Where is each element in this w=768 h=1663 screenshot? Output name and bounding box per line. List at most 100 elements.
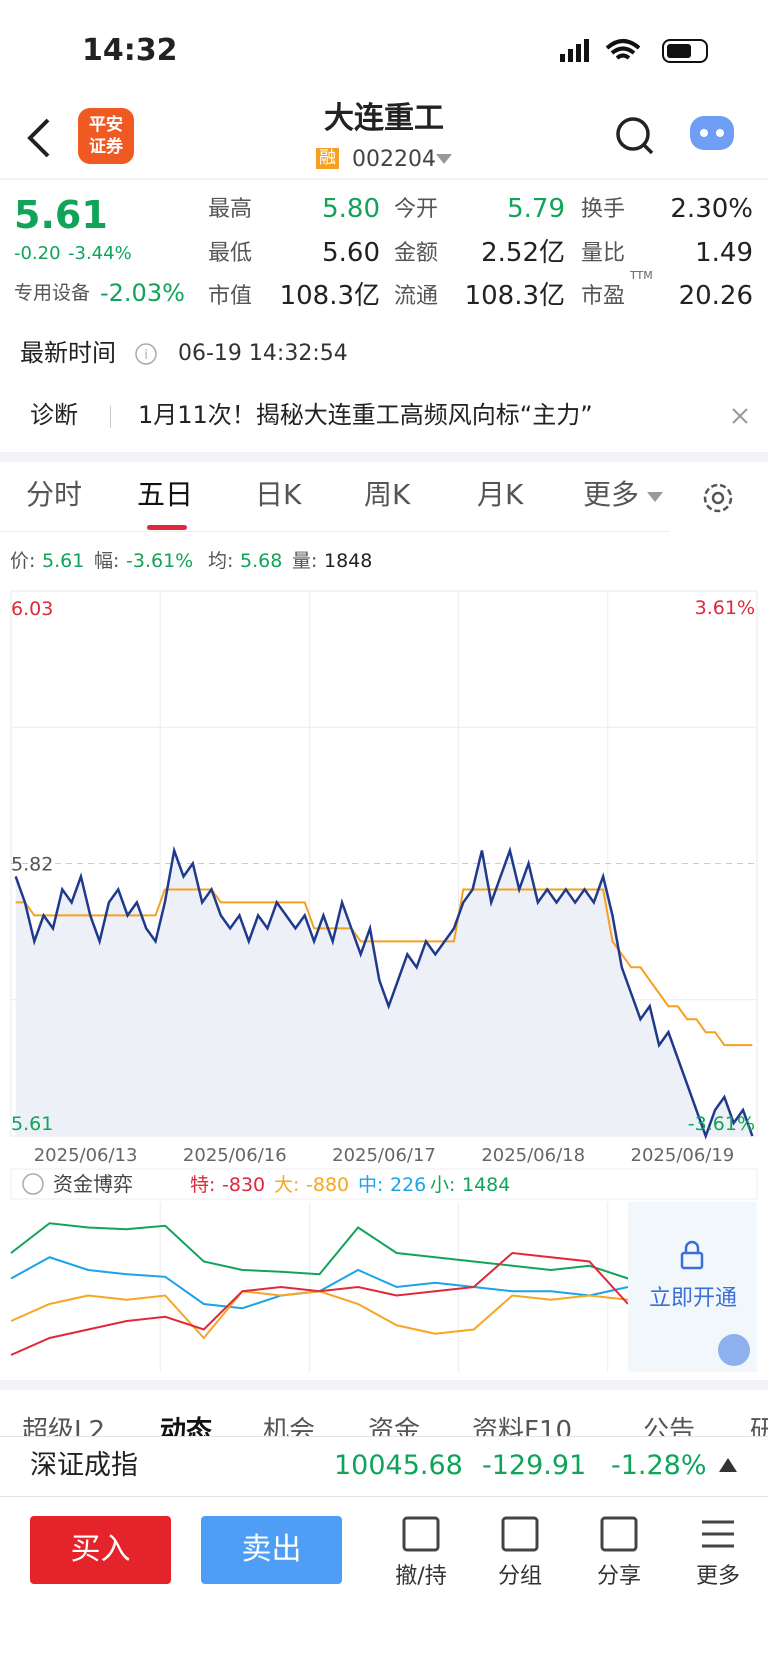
info-label: 幅: <box>94 550 120 572</box>
x-tick-label: 2025/06/16 <box>183 1145 287 1166</box>
expand[interactable] <box>719 1458 737 1472</box>
fullscreen <box>718 1334 750 1366</box>
sector-pct: -2.03% <box>100 279 185 307</box>
action-label[interactable]: 分享 <box>596 1564 641 1589</box>
stat-label: 换手 <box>581 197 626 222</box>
latest-label: 最新时间 <box>20 339 116 367</box>
action-icon[interactable] <box>401 1514 441 1554</box>
section-tab[interactable]: 资金 <box>368 1416 421 1436</box>
lock-text: 立即开通 <box>649 1286 737 1311</box>
action-label[interactable]: 撤/持 <box>395 1564 447 1589</box>
fund-item-label: 小: <box>430 1174 455 1196</box>
fund-line <box>10 1251 629 1356</box>
stat-value: 1.49 <box>695 238 753 268</box>
svg-text:i: i <box>144 348 148 363</box>
line-0 <box>14 845 754 1140</box>
tab[interactable]: 五日 <box>137 478 194 511</box>
tab-underline <box>147 525 187 530</box>
y-tick-label: 5.61 <box>11 1113 53 1135</box>
sell-button[interactable]: 卖出 <box>201 1516 342 1584</box>
action-label[interactable]: 分组 <box>497 1564 542 1589</box>
section-tab[interactable]: 研 <box>750 1416 768 1436</box>
section-tab[interactable]: 公告 <box>643 1416 696 1436</box>
stat-label: 最低 <box>208 241 253 266</box>
fund-line <box>10 1222 629 1280</box>
fund-item-value: 1484 <box>462 1174 510 1196</box>
stat-label: 市盈 <box>581 284 626 309</box>
info-value: 1848 <box>324 550 373 572</box>
price-area <box>15 850 753 1136</box>
stat-value: 108.3亿 <box>279 281 380 311</box>
y-tick-label: 6.03 <box>11 598 53 620</box>
section-tab[interactable]: 机会 <box>263 1416 316 1436</box>
stat-label: 今开 <box>394 197 439 222</box>
stock-name: 大连重工 <box>324 101 444 136</box>
tab[interactable]: 更多 <box>583 478 640 511</box>
price: 5.61 <box>14 193 108 237</box>
action-label[interactable]: 更多 <box>695 1564 740 1589</box>
tab-border <box>0 531 670 532</box>
fund-item-value: -830 <box>222 1174 265 1196</box>
stat-value: 2.30% <box>670 194 753 224</box>
sector: 专用设备 <box>14 282 91 304</box>
fund-item-value: 226 <box>390 1174 426 1196</box>
buy-button[interactable]: 买入 <box>30 1516 171 1584</box>
tab[interactable]: 月K <box>477 478 524 511</box>
section-tab[interactable]: 动态 <box>160 1416 213 1436</box>
action-icon[interactable] <box>599 1514 639 1554</box>
latest-time: 06-19 14:32:54 <box>178 341 348 366</box>
index-pct: -1.28% <box>611 1450 707 1481</box>
info-value: 5.61 <box>42 550 85 572</box>
fund-line <box>10 1290 629 1340</box>
ttm: TTM <box>630 269 653 282</box>
info-icon <box>22 1173 44 1195</box>
section-tab[interactable]: 资料F10 <box>472 1416 573 1436</box>
line-1 <box>15 888 753 1047</box>
divider <box>110 406 111 428</box>
lock-shackle <box>684 1240 700 1253</box>
stat-label: 最高 <box>208 197 253 222</box>
info-icon[interactable]: i <box>134 342 158 366</box>
stat-value: 5.80 <box>322 194 380 224</box>
info-value: 5.68 <box>240 550 283 572</box>
tab[interactable]: 周K <box>364 478 411 511</box>
section-tab[interactable]: 超级L2 <box>22 1416 106 1436</box>
stock-code: 002204 <box>352 147 436 172</box>
change-pct: -3.44% <box>68 243 132 264</box>
svg-text:平安: 平安 <box>89 114 123 135</box>
diag-text[interactable]: 1月11次！揭秘大连重工高频风向标“主力” <box>138 401 593 429</box>
settings[interactable] <box>700 480 736 516</box>
dropdown[interactable] <box>647 492 663 502</box>
action-icon[interactable] <box>698 1514 738 1554</box>
right-label: 3.61% <box>695 597 755 619</box>
x-tick-label: 2025/06/18 <box>481 1145 585 1166</box>
stat-value: 5.79 <box>507 194 565 224</box>
info-label: 价: <box>10 550 36 572</box>
index-change: -129.91 <box>482 1450 587 1481</box>
fund-item-label: 特: <box>190 1174 215 1196</box>
fund-header <box>10 1168 758 1200</box>
tab[interactable]: 日K <box>255 478 302 511</box>
stat-value: 5.60 <box>322 238 380 268</box>
stat-label: 量比 <box>581 241 626 266</box>
status-icons <box>560 39 708 63</box>
status-time: 14:32 <box>82 33 178 68</box>
info-label: 量: <box>292 550 318 572</box>
stat-value: 20.26 <box>678 281 753 311</box>
diag-label: 诊断 <box>30 401 78 429</box>
close[interactable] <box>730 406 750 426</box>
action-icon[interactable] <box>500 1514 540 1554</box>
right-label: -3.61% <box>688 1113 755 1135</box>
dropdown[interactable] <box>436 154 452 164</box>
section-tabs: 超级L2 动态 机会 资金 资料F10 公告 研 <box>0 1390 768 1436</box>
x-tick-label: 2025/06/17 <box>332 1145 436 1166</box>
fund-item-value: -880 <box>306 1174 349 1196</box>
border <box>0 1436 768 1437</box>
info-label: 均: <box>208 550 234 572</box>
chart: 6.03 5.82 5.61 3.61% -3.61% 2025/06/13 2025/06… <box>10 590 758 1372</box>
fund-line <box>10 1256 629 1310</box>
header-icons[interactable]: 平安 证券 <box>0 100 768 180</box>
stat-label: 流通 <box>394 284 439 309</box>
tab[interactable]: 分时 <box>26 478 83 511</box>
